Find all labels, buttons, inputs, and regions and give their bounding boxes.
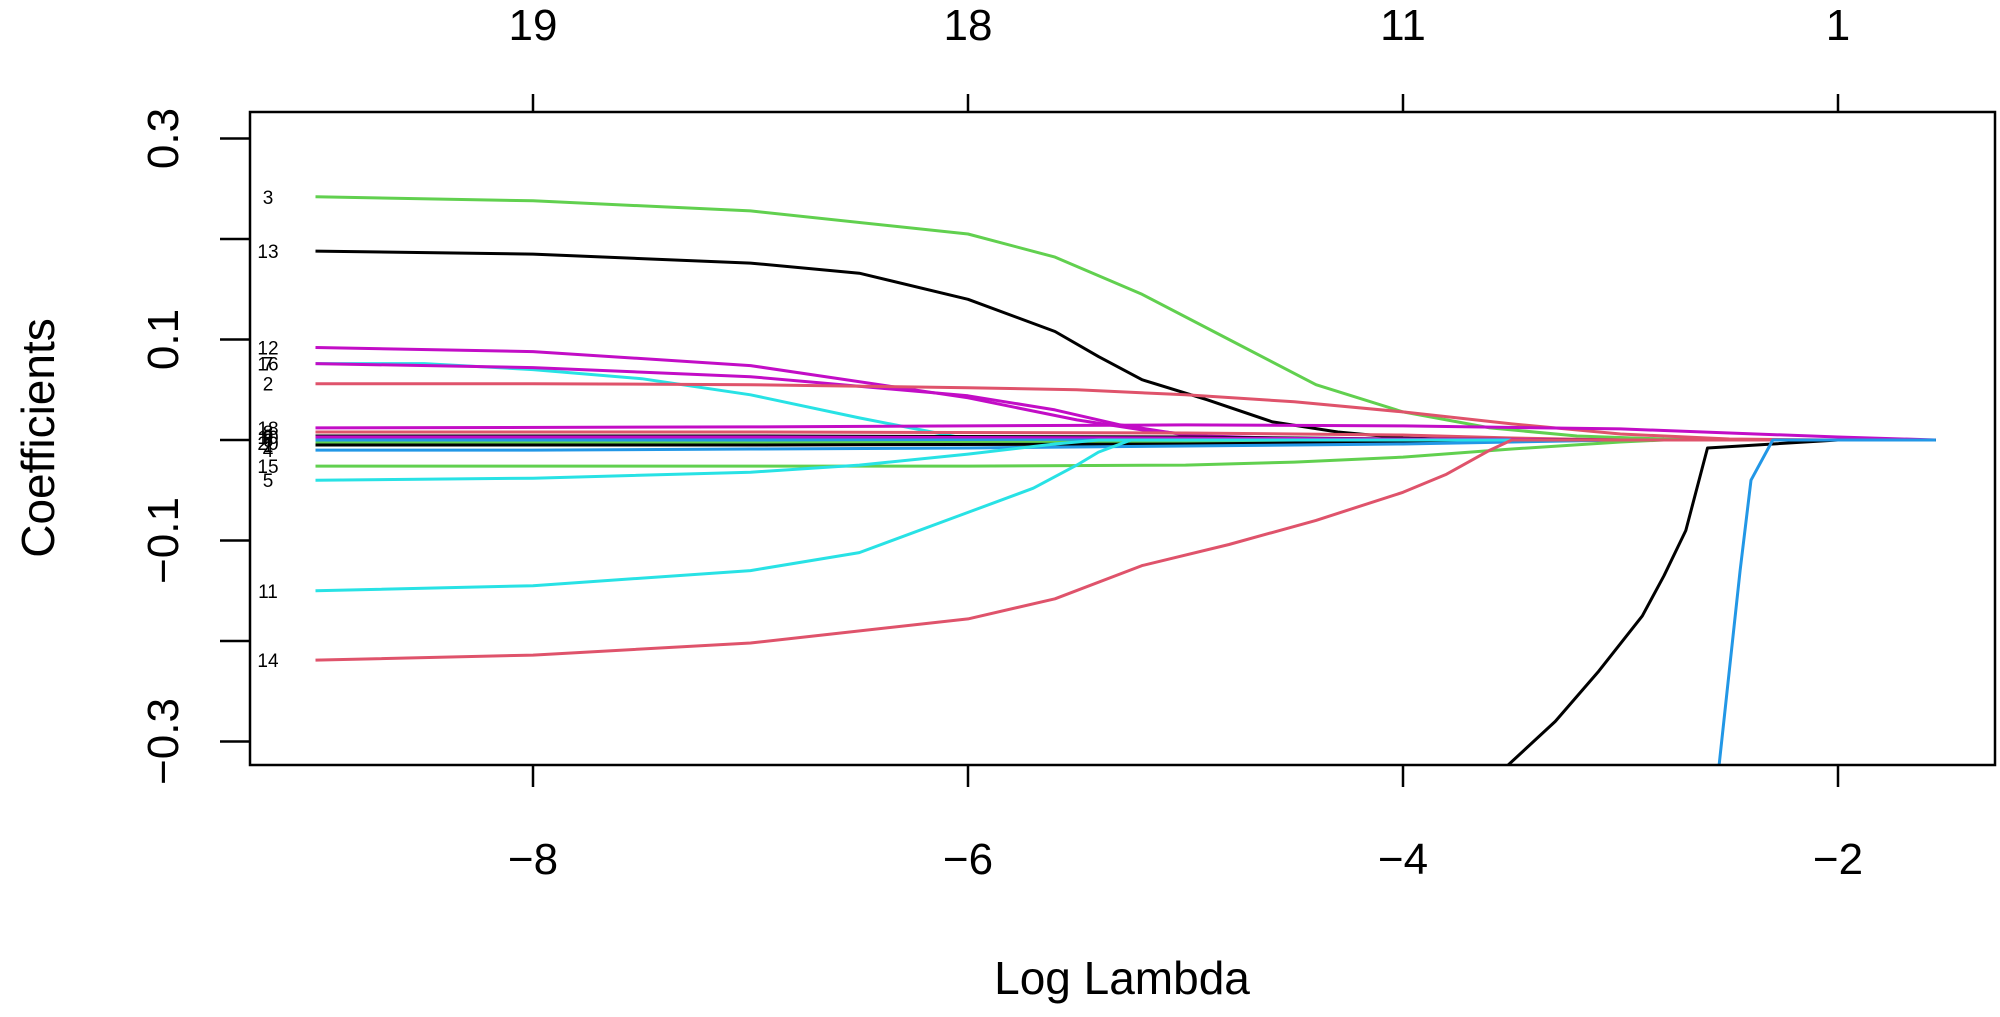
series-line-14 <box>315 438 1936 662</box>
series-label-7: 7 <box>263 355 274 376</box>
series-label-5: 5 <box>263 471 274 492</box>
series-line-11 <box>315 438 1936 593</box>
series-label-3: 3 <box>263 188 274 209</box>
x-tick-label: −6 <box>943 835 993 884</box>
top-tick-label: 19 <box>509 1 558 50</box>
series-label-13: 13 <box>257 242 278 263</box>
series-label-9: 9 <box>263 427 274 448</box>
series-label-2: 2 <box>263 375 274 396</box>
y-tick-label: 0.1 <box>139 309 188 370</box>
y-axis: −0.3 −0.1 0.1 0.3 <box>139 108 250 785</box>
y-axis-title: Coefficients <box>12 318 64 558</box>
series-line-17 <box>1505 438 1936 765</box>
series-line-3 <box>315 195 1936 442</box>
series-line-13 <box>315 249 1936 442</box>
top-tick-label: 1 <box>1826 1 1850 50</box>
x-axis-title: Log Lambda <box>994 952 1250 1004</box>
series-label-11: 11 <box>258 582 278 603</box>
top-tick-label: 11 <box>1380 1 1426 50</box>
series-label-18: 18 <box>257 419 278 440</box>
series-label-10: 10 <box>257 428 278 449</box>
coefficient-paths <box>315 195 1936 765</box>
series-label-4: 4 <box>263 441 274 462</box>
x-tick-label: −2 <box>1813 835 1863 884</box>
x-tick-label: −4 <box>1378 835 1428 884</box>
y-tick-label: 0.3 <box>139 108 188 169</box>
series-label-16: 16 <box>257 355 278 376</box>
series-line-18 <box>315 423 1936 442</box>
series-label-1: 1 <box>263 436 274 457</box>
series-label-15: 15 <box>257 457 278 478</box>
y-tick-label: −0.3 <box>139 698 188 785</box>
series-label-12: 12 <box>257 339 278 360</box>
x-tick-label: −8 <box>508 835 558 884</box>
series-label-8: 8 <box>263 423 274 444</box>
top-tick-label: 18 <box>944 1 993 50</box>
series-label-20: 20 <box>257 434 278 455</box>
y-tick-label: −0.1 <box>139 497 188 584</box>
plot-frame <box>248 110 1997 767</box>
series-label-14: 14 <box>257 651 279 672</box>
x-axis-top: 19 18 11 1 <box>509 1 1850 112</box>
series-label-6: 6 <box>263 431 274 452</box>
series-line-19 <box>1717 438 1936 765</box>
x-axis-bottom: −8 −6 −4 −2 <box>508 765 1863 884</box>
